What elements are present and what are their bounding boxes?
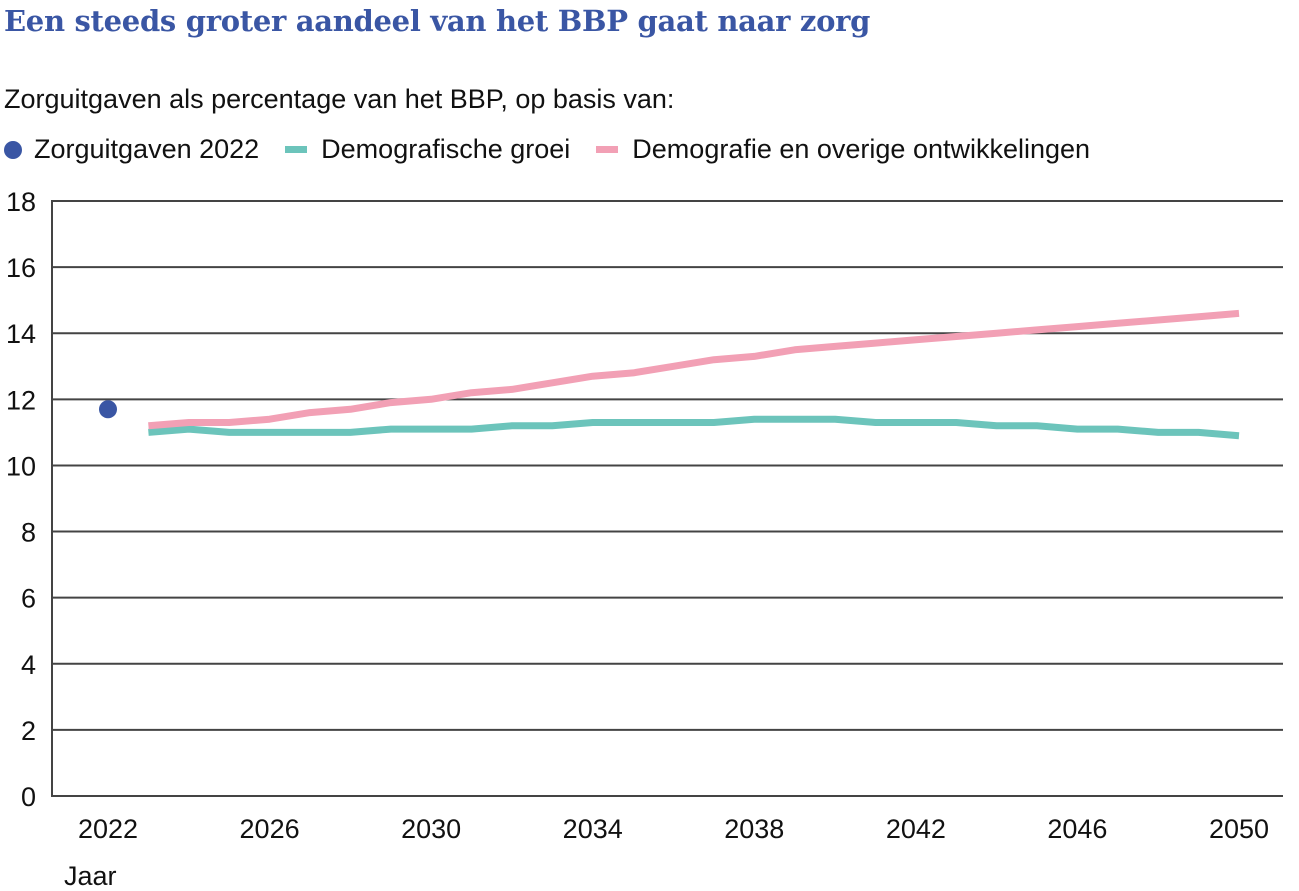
x-axis-label: Jaar (64, 861, 117, 891)
x-tick-label: 2034 (563, 814, 623, 844)
x-axis-ticks: 2022 2026 2030 2034 2038 2042 2046 2050 (78, 814, 1269, 844)
x-tick-label: 2046 (1047, 814, 1107, 844)
y-tick-label: 8 (21, 518, 36, 548)
series-lines (148, 309, 1240, 440)
y-tick-label: 18 (6, 187, 36, 217)
y-tick-label: 0 (21, 782, 36, 812)
y-tick-label: 6 (21, 584, 36, 614)
y-tick-label: 16 (6, 253, 36, 283)
y-tick-label: 10 (6, 451, 36, 481)
x-tick-label: 2038 (724, 814, 784, 844)
y-tick-label: 4 (21, 650, 36, 680)
series-line-demografische-groei (148, 415, 1240, 440)
legend-line-marker (285, 146, 308, 153)
data-points (99, 400, 117, 419)
y-axis-ticks: 0 2 4 6 8 10 12 14 16 18 (6, 187, 36, 812)
x-tick-label: 2042 (886, 814, 946, 844)
legend-item-demografische-groei: Demografische groei (285, 134, 570, 165)
legend-item-zorguitgaven-2022: Zorguitgaven 2022 (4, 134, 259, 165)
legend: Zorguitgaven 2022 Demografische groei De… (4, 134, 1116, 165)
legend-line-marker (596, 146, 619, 153)
x-tick-label: 2026 (240, 814, 300, 844)
data-point-zorguitgaven-2022 (99, 400, 117, 419)
legend-label: Demografische groei (321, 134, 571, 164)
x-tick-label: 2030 (401, 814, 461, 844)
series-line-demografie-en-overige-ontwikkelingen (148, 309, 1240, 430)
x-tick-label: 2022 (78, 814, 138, 844)
legend-label: Demografie en overige ontwikkelingen (632, 134, 1091, 164)
legend-label: Zorguitgaven 2022 (34, 134, 260, 164)
gridlines (51, 200, 1283, 797)
legend-dot-marker (4, 140, 22, 159)
legend-item-demografie-overige: Demografie en overige ontwikkelingen (596, 134, 1090, 165)
y-tick-label: 2 (21, 716, 36, 746)
y-tick-label: 12 (6, 385, 36, 415)
chart-subtitle: Zorguitgaven als percentage van het BBP,… (4, 84, 675, 114)
chart-title: Een steeds groter aandeel van het BBP ga… (4, 4, 871, 38)
y-tick-label: 14 (6, 319, 36, 349)
x-tick-label: 2050 (1209, 814, 1269, 844)
